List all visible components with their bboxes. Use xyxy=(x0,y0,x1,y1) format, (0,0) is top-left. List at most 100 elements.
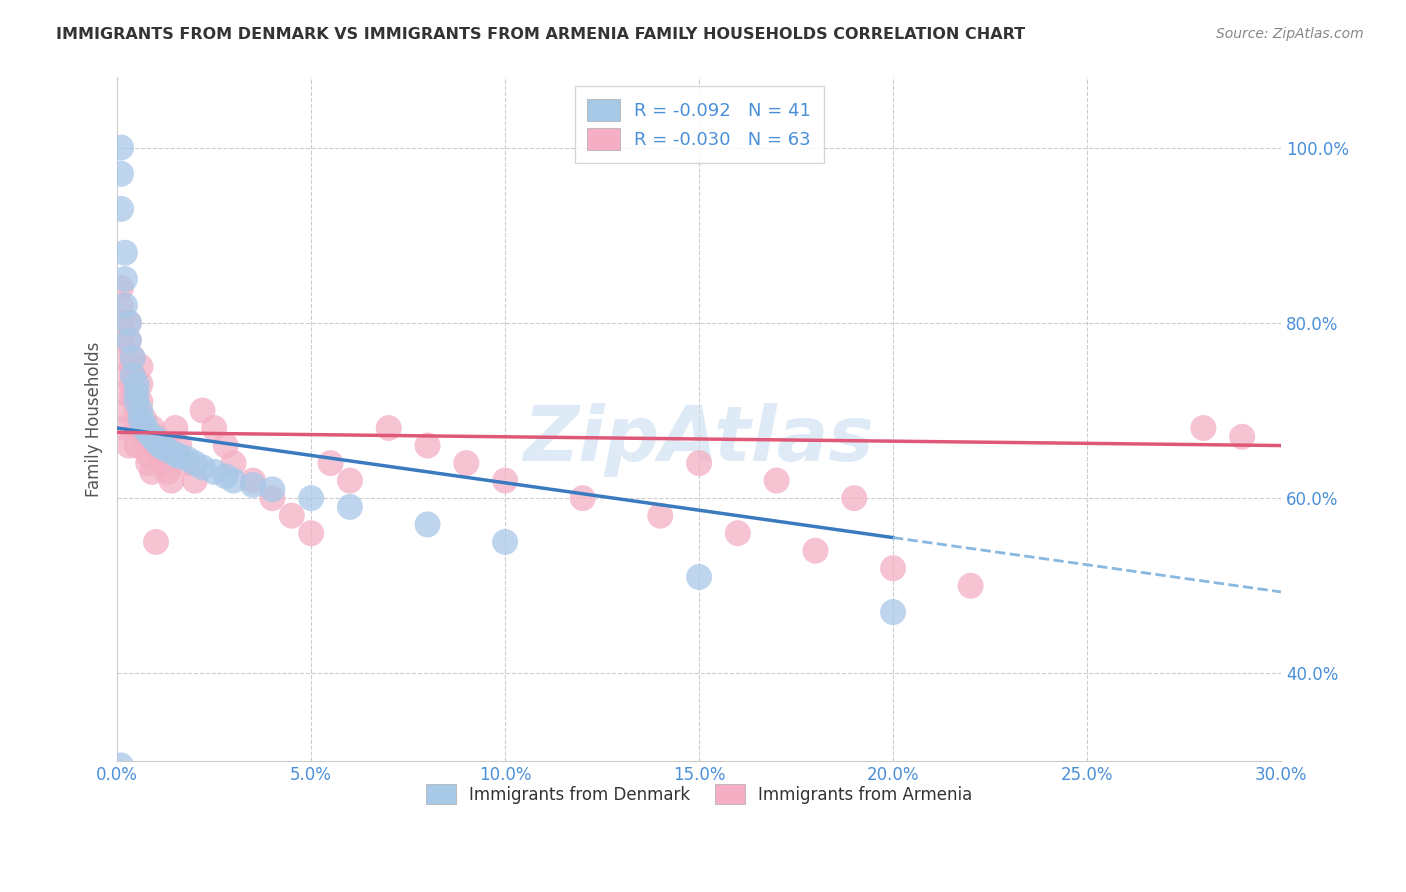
Point xyxy=(416,438,439,452)
Point xyxy=(416,517,439,532)
Point xyxy=(1230,430,1253,444)
Point xyxy=(114,403,136,417)
Point xyxy=(110,316,132,330)
Point xyxy=(125,394,148,409)
Point xyxy=(114,298,136,312)
Point xyxy=(141,465,163,479)
Point xyxy=(299,526,322,541)
Point xyxy=(299,491,322,505)
Point xyxy=(165,421,187,435)
Point xyxy=(184,456,207,470)
Point xyxy=(494,535,516,549)
Point xyxy=(765,474,787,488)
Point xyxy=(110,281,132,295)
Point xyxy=(145,434,167,449)
Point xyxy=(125,377,148,392)
Point xyxy=(152,440,174,454)
Point xyxy=(339,500,361,514)
Point xyxy=(160,474,183,488)
Point xyxy=(202,421,225,435)
Point xyxy=(167,449,190,463)
Point xyxy=(129,403,152,417)
Point xyxy=(125,386,148,401)
Point xyxy=(114,245,136,260)
Point xyxy=(184,474,207,488)
Point xyxy=(1192,421,1215,435)
Legend: Immigrants from Denmark, Immigrants from Armenia: Immigrants from Denmark, Immigrants from… xyxy=(416,774,983,814)
Point xyxy=(125,421,148,435)
Point xyxy=(149,447,172,461)
Point xyxy=(882,605,904,619)
Point xyxy=(215,469,238,483)
Point xyxy=(882,561,904,575)
Point xyxy=(114,272,136,286)
Point xyxy=(141,421,163,435)
Text: IMMIGRANTS FROM DENMARK VS IMMIGRANTS FROM ARMENIA FAMILY HOUSEHOLDS CORRELATION: IMMIGRANTS FROM DENMARK VS IMMIGRANTS FR… xyxy=(56,27,1025,42)
Point xyxy=(121,386,143,401)
Point xyxy=(121,351,143,365)
Point xyxy=(145,535,167,549)
Point xyxy=(110,140,132,154)
Point xyxy=(319,456,342,470)
Point xyxy=(571,491,593,505)
Point xyxy=(804,543,827,558)
Point xyxy=(114,421,136,435)
Point xyxy=(136,456,159,470)
Point xyxy=(688,456,710,470)
Point xyxy=(110,351,132,365)
Point xyxy=(118,438,141,452)
Point xyxy=(152,456,174,470)
Point xyxy=(242,478,264,492)
Point xyxy=(262,483,284,497)
Point xyxy=(688,570,710,584)
Point xyxy=(134,412,156,426)
Point xyxy=(110,167,132,181)
Point xyxy=(121,351,143,365)
Y-axis label: Family Households: Family Households xyxy=(86,342,103,497)
Point xyxy=(129,359,152,374)
Point xyxy=(176,456,198,470)
Point xyxy=(110,334,132,348)
Point xyxy=(125,403,148,417)
Point xyxy=(118,316,141,330)
Point xyxy=(176,451,198,466)
Point xyxy=(118,334,141,348)
Point xyxy=(262,491,284,505)
Point xyxy=(215,438,238,452)
Point xyxy=(650,508,672,523)
Point xyxy=(167,438,190,452)
Point xyxy=(959,579,981,593)
Point xyxy=(136,425,159,440)
Point xyxy=(156,465,179,479)
Point xyxy=(222,474,245,488)
Point xyxy=(202,465,225,479)
Point xyxy=(165,447,187,461)
Point xyxy=(110,758,132,772)
Point xyxy=(129,412,152,426)
Point xyxy=(191,403,214,417)
Point xyxy=(110,202,132,216)
Point xyxy=(281,508,304,523)
Text: ZipAtlas: ZipAtlas xyxy=(523,403,875,476)
Point xyxy=(191,460,214,475)
Point xyxy=(494,474,516,488)
Point xyxy=(118,316,141,330)
Point xyxy=(156,442,179,457)
Point xyxy=(377,421,399,435)
Point xyxy=(339,474,361,488)
Point xyxy=(114,386,136,401)
Point xyxy=(114,368,136,383)
Point xyxy=(129,394,152,409)
Point xyxy=(141,430,163,444)
Point xyxy=(222,456,245,470)
Point xyxy=(134,430,156,444)
Point xyxy=(844,491,866,505)
Point xyxy=(110,298,132,312)
Point xyxy=(134,417,156,431)
Point xyxy=(145,438,167,452)
Text: Source: ZipAtlas.com: Source: ZipAtlas.com xyxy=(1216,27,1364,41)
Point xyxy=(136,447,159,461)
Point xyxy=(149,438,172,452)
Point xyxy=(145,430,167,444)
Point xyxy=(118,334,141,348)
